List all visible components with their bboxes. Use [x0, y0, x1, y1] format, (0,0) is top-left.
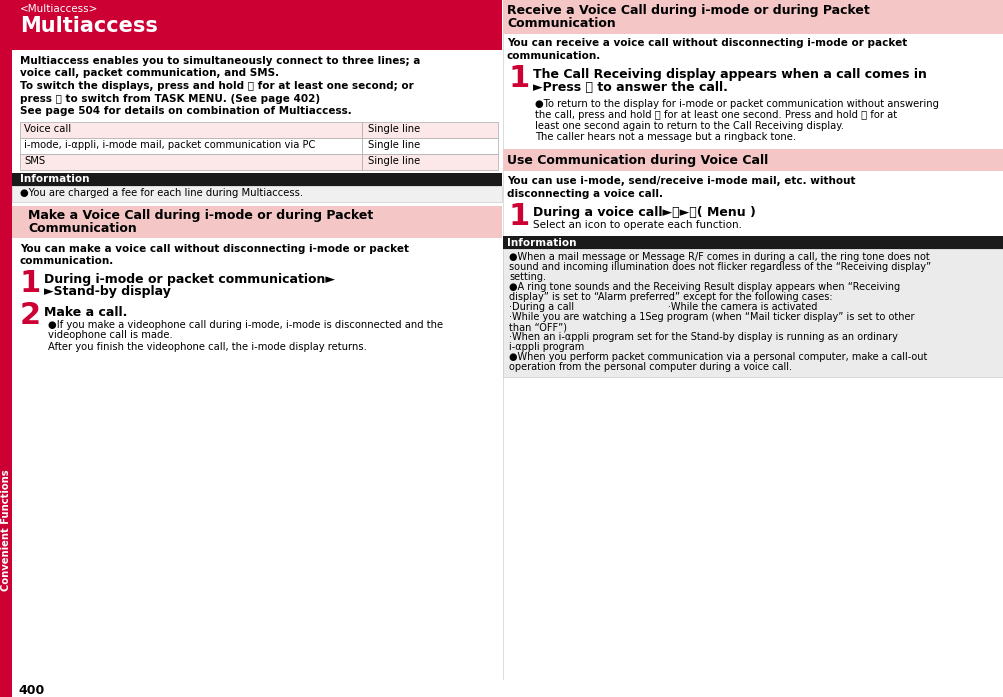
Text: than “OFF”): than “OFF”): [509, 322, 567, 332]
Text: voice call, packet communication, and SMS.: voice call, packet communication, and SM…: [20, 68, 279, 79]
Text: the call, press and hold ⓹ for at least one second. Press and hold ⓹ for at: the call, press and hold ⓹ for at least …: [535, 110, 897, 120]
Text: Select an icon to operate each function.: Select an icon to operate each function.: [533, 220, 741, 230]
Text: Communication: Communication: [28, 222, 136, 236]
Text: ·During a call                              ·While the camera is activated: ·During a call ·While the camera is acti…: [509, 302, 816, 312]
Bar: [20, 121, 362, 137]
Bar: [503, 236, 1003, 249]
Bar: [20, 137, 362, 153]
Text: ·When an i-αppli program set for the Stand-by display is running as an ordinary: ·When an i-αppli program set for the Sta…: [509, 332, 897, 342]
Bar: [362, 153, 497, 169]
Text: See page 504 for details on combination of Multiaccess.: See page 504 for details on combination …: [20, 106, 351, 116]
Text: During a voice call►⓹►Ⓘ( Menu ): During a voice call►⓹►Ⓘ( Menu ): [533, 206, 755, 219]
Text: The caller hears not a message but a ringback tone.: The caller hears not a message but a rin…: [535, 132, 795, 142]
Text: Make a Voice Call during i-mode or during Packet: Make a Voice Call during i-mode or durin…: [28, 210, 373, 222]
Text: display” is set to “Alarm preferred” except for the following cases:: display” is set to “Alarm preferred” exc…: [509, 292, 831, 302]
Bar: [12, 206, 502, 238]
Text: You can receive a voice call without disconnecting i-mode or packet: You can receive a voice call without dis…: [507, 38, 907, 48]
Text: operation from the personal computer during a voice call.: operation from the personal computer dur…: [509, 362, 791, 372]
Bar: [503, 0, 1003, 34]
Text: Communication: Communication: [507, 17, 615, 30]
Text: Multiaccess enables you to simultaneously connect to three lines; a: Multiaccess enables you to simultaneousl…: [20, 56, 420, 66]
Text: ●When you perform packet communication via a personal computer, make a call-out: ●When you perform packet communication v…: [509, 352, 927, 362]
Text: 1: 1: [20, 270, 41, 298]
Text: Single line: Single line: [368, 125, 420, 135]
Text: 1: 1: [509, 64, 530, 93]
Text: press ⓹ to switch from TASK MENU. (See page 402): press ⓹ to switch from TASK MENU. (See p…: [20, 93, 320, 103]
Bar: [362, 137, 497, 153]
Text: ·While you are watching a 1Seg program (when “Mail ticker display” is set to oth: ·While you are watching a 1Seg program (…: [509, 312, 914, 322]
Bar: [503, 249, 1003, 377]
Text: To switch the displays, press and hold ⓹ for at least one second; or: To switch the displays, press and hold ⓹…: [20, 81, 413, 91]
Text: least one second again to return to the Call Receiving display.: least one second again to return to the …: [535, 121, 844, 131]
Bar: [12, 0, 502, 50]
Text: Single line: Single line: [368, 141, 420, 151]
Text: 2: 2: [20, 302, 41, 330]
Bar: [362, 121, 497, 137]
Text: Information: Information: [20, 174, 89, 185]
Text: Make a call.: Make a call.: [44, 305, 127, 319]
Text: You can use i-mode, send/receive i-mode mail, etc. without: You can use i-mode, send/receive i-mode …: [507, 176, 855, 186]
Text: 1: 1: [509, 202, 530, 231]
Bar: [0, 0, 12, 697]
Text: ●A ring tone sounds and the Receiving Result display appears when “Receiving: ●A ring tone sounds and the Receiving Re…: [509, 282, 900, 292]
Text: i-mode, i-αppli, i-mode mail, packet communication via PC: i-mode, i-αppli, i-mode mail, packet com…: [24, 141, 315, 151]
Text: Single line: Single line: [368, 157, 420, 167]
Text: ►Stand-by display: ►Stand-by display: [44, 286, 171, 298]
Text: You can make a voice call without disconnecting i-mode or packet: You can make a voice call without discon…: [20, 243, 408, 254]
Text: 400: 400: [18, 684, 44, 697]
Text: Multiaccess: Multiaccess: [20, 16, 157, 36]
Text: ●When a mail message or Message R/F comes in during a call, the ring tone does n: ●When a mail message or Message R/F come…: [509, 252, 929, 262]
Text: <Multiaccess>: <Multiaccess>: [20, 4, 98, 14]
Text: videophone call is made.: videophone call is made.: [48, 330, 173, 341]
Text: Voice call: Voice call: [24, 125, 71, 135]
Text: communication.: communication.: [20, 256, 114, 266]
Text: ●You are charged a fee for each line during Multiaccess.: ●You are charged a fee for each line dur…: [20, 187, 303, 197]
Text: Receive a Voice Call during i-mode or during Packet: Receive a Voice Call during i-mode or du…: [507, 4, 869, 17]
Text: ►Press ⓸ to answer the call.: ►Press ⓸ to answer the call.: [533, 81, 727, 94]
Bar: [12, 185, 502, 201]
Text: Convenient Functions: Convenient Functions: [1, 469, 11, 591]
Text: After you finish the videophone call, the i-mode display returns.: After you finish the videophone call, th…: [48, 342, 366, 351]
Text: disconnecting a voice call.: disconnecting a voice call.: [507, 189, 662, 199]
Text: SMS: SMS: [24, 157, 45, 167]
Text: sound and incoming illumination does not flicker regardless of the “Receiving di: sound and incoming illumination does not…: [509, 262, 930, 272]
Text: Information: Information: [507, 238, 576, 248]
Text: i-αppli program: i-αppli program: [509, 342, 584, 352]
Bar: [12, 172, 502, 185]
Bar: [503, 149, 1003, 171]
Bar: [20, 153, 362, 169]
Text: setting.: setting.: [509, 272, 546, 282]
Text: ●If you make a videophone call during i-mode, i-mode is disconnected and the: ●If you make a videophone call during i-…: [48, 319, 442, 330]
Text: ●To return to the display for i-mode or packet communication without answering: ●To return to the display for i-mode or …: [535, 99, 938, 109]
Text: communication.: communication.: [507, 51, 601, 61]
Text: During i-mode or packet communication►: During i-mode or packet communication►: [44, 273, 335, 286]
Text: Use Communication during Voice Call: Use Communication during Voice Call: [507, 154, 767, 167]
Text: The Call Receiving display appears when a call comes in: The Call Receiving display appears when …: [533, 68, 926, 81]
